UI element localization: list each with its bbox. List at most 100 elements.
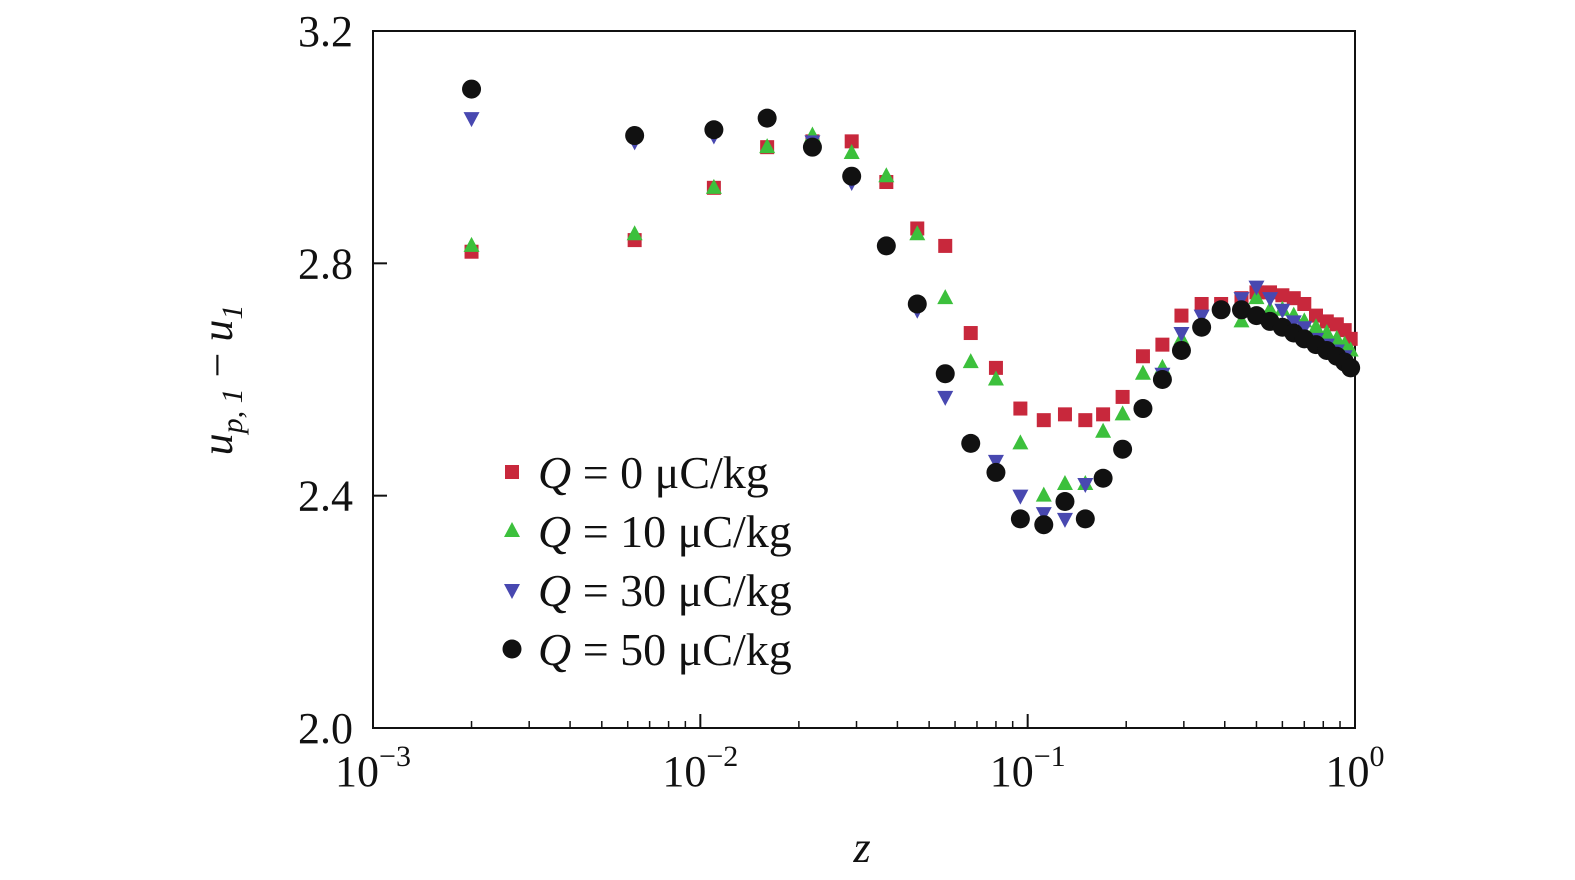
data-point bbox=[1035, 507, 1052, 523]
data-point bbox=[1341, 358, 1361, 378]
legend-label: Q = 30 μC/kg bbox=[538, 565, 792, 616]
data-point bbox=[1095, 422, 1112, 438]
data-point bbox=[1012, 434, 1029, 450]
data-point bbox=[1155, 337, 1170, 352]
data-point bbox=[987, 454, 1004, 470]
data-point bbox=[1035, 486, 1052, 502]
data-point bbox=[961, 433, 981, 453]
x-tick-label: 10−1 bbox=[990, 740, 1066, 796]
legend-entry: Q = 10 μC/kg bbox=[504, 506, 792, 557]
y-axis-ticks: 2.0 2.4 2.8 3.2 bbox=[298, 7, 387, 753]
data-point bbox=[1012, 489, 1029, 505]
x-tick-label: 10−3 bbox=[335, 740, 411, 796]
data-point bbox=[1133, 399, 1153, 419]
data-point bbox=[1318, 324, 1335, 340]
data-point bbox=[1093, 468, 1113, 488]
legend-entry: Q = 0 μC/kg bbox=[505, 447, 769, 498]
legend-marker bbox=[505, 465, 519, 479]
data-point bbox=[1296, 321, 1313, 337]
data-point bbox=[1248, 280, 1265, 296]
data-point bbox=[1211, 300, 1231, 320]
svg-text:up, 1 − u1: up, 1 − u1 bbox=[193, 305, 249, 456]
data-point bbox=[842, 166, 862, 186]
data-point bbox=[1285, 315, 1302, 331]
plot-frame bbox=[372, 30, 1356, 729]
data-point bbox=[988, 360, 1003, 375]
data-point bbox=[878, 167, 895, 183]
data-point bbox=[1078, 413, 1093, 428]
data-point bbox=[626, 225, 643, 241]
data-point bbox=[1274, 303, 1291, 319]
y-tick-label: 3.2 bbox=[298, 7, 353, 56]
data-point bbox=[876, 236, 896, 256]
data-point bbox=[1077, 478, 1094, 494]
data-point bbox=[1013, 401, 1028, 416]
data-point bbox=[1135, 349, 1150, 364]
data-point bbox=[1056, 512, 1073, 528]
data-point bbox=[1193, 309, 1210, 325]
data-point bbox=[1262, 292, 1279, 308]
legend-marker bbox=[504, 584, 520, 599]
y-tick-label: 2.8 bbox=[298, 239, 353, 288]
data-point bbox=[1036, 413, 1051, 428]
data-point bbox=[1262, 300, 1279, 316]
y-tick-label: 2.4 bbox=[298, 472, 353, 521]
x-tick-label: 100 bbox=[1326, 740, 1385, 796]
data-point bbox=[1171, 340, 1191, 360]
data-point bbox=[938, 238, 953, 253]
series-square bbox=[464, 134, 1358, 428]
y-tick-label: 2.0 bbox=[298, 704, 353, 753]
data-point bbox=[1192, 317, 1212, 337]
data-point bbox=[704, 120, 724, 140]
x-axis-ticks: 10−3 10−2 10−1 100 bbox=[335, 714, 1385, 796]
data-point bbox=[1114, 405, 1131, 421]
data-point bbox=[935, 364, 955, 384]
data-point bbox=[1173, 327, 1190, 343]
data-point bbox=[1056, 475, 1073, 491]
data-point bbox=[962, 353, 979, 369]
data-point bbox=[1286, 291, 1301, 306]
data-point bbox=[1055, 491, 1075, 511]
legend-marker bbox=[502, 639, 522, 659]
series-circle bbox=[462, 79, 1361, 535]
data-point bbox=[1308, 308, 1323, 323]
data-point bbox=[1113, 439, 1133, 459]
data-point bbox=[986, 462, 1006, 482]
y-axis-label: up, 1 − u1 bbox=[193, 305, 249, 456]
data-point bbox=[1297, 296, 1312, 311]
data-point bbox=[1096, 407, 1111, 422]
data-point bbox=[937, 390, 954, 406]
x-axis-label: z bbox=[852, 823, 870, 872]
data-point bbox=[1174, 308, 1189, 323]
data-point bbox=[1233, 312, 1250, 328]
data-point bbox=[463, 236, 480, 252]
legend-label: Q = 50 μC/kg bbox=[538, 624, 792, 675]
data-point bbox=[963, 326, 978, 341]
legend-entry: Q = 50 μC/kg bbox=[502, 624, 792, 675]
data-point bbox=[463, 112, 480, 128]
data-point bbox=[987, 370, 1004, 386]
data-point bbox=[907, 294, 927, 314]
data-point bbox=[1010, 509, 1030, 529]
x-tick-label: 10−2 bbox=[662, 740, 738, 796]
data-point bbox=[1233, 292, 1250, 308]
data-point bbox=[937, 289, 954, 305]
data-point bbox=[843, 143, 860, 159]
data-point bbox=[844, 134, 859, 149]
data-point bbox=[1248, 289, 1265, 305]
data-point bbox=[1075, 509, 1095, 529]
legend-label: Q = 10 μC/kg bbox=[538, 506, 792, 557]
legend: Q = 0 μC/kg Q = 10 μC/kg Q = 30 μC/kg Q = 5… bbox=[502, 447, 792, 675]
data-point bbox=[759, 138, 776, 154]
data-point bbox=[625, 126, 645, 146]
data-point bbox=[1115, 389, 1130, 404]
data-point bbox=[1231, 300, 1251, 320]
data-point bbox=[1307, 318, 1324, 334]
data-point bbox=[1134, 364, 1151, 380]
data-markers bbox=[462, 79, 1361, 535]
data-point bbox=[1275, 288, 1290, 303]
legend-label: Q = 0 μC/kg bbox=[538, 447, 769, 498]
data-point bbox=[1194, 296, 1209, 311]
data-point bbox=[1057, 407, 1072, 422]
